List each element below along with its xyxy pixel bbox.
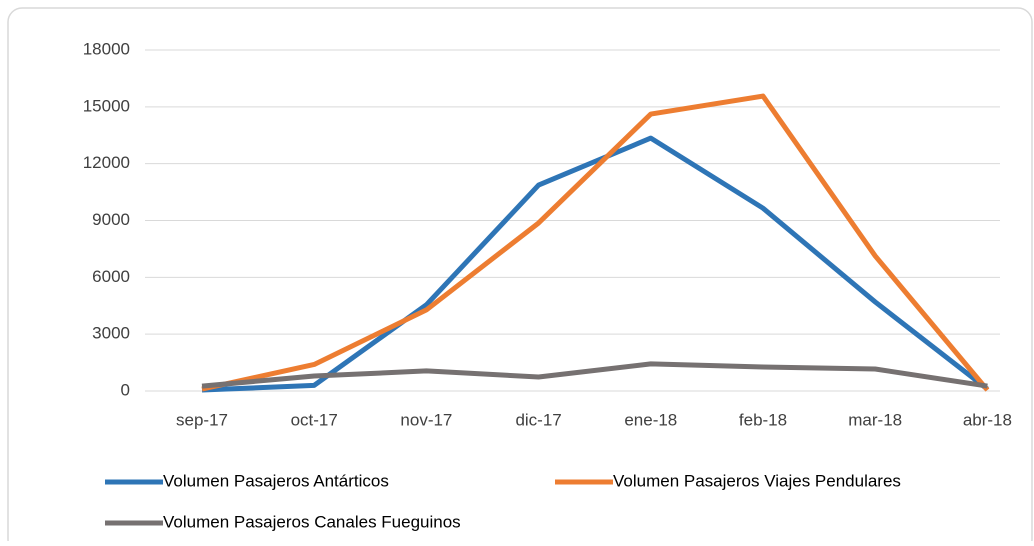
chart-frame: [7, 7, 1033, 546]
y-tick-label: 3000: [92, 324, 130, 343]
legend-label: Volumen Pasajeros Viajes Pendulares: [613, 471, 901, 490]
legend-label: Volumen Pasajeros Antárticos: [163, 471, 389, 490]
y-tick-label: 6000: [92, 267, 130, 286]
x-tick-label: mar-18: [848, 410, 902, 429]
x-tick-label: oct-17: [291, 410, 338, 429]
series-line: [201, 93, 990, 392]
x-tick-label: sep-17: [176, 410, 228, 429]
series-line: [201, 361, 988, 389]
x-tick-label: ene-18: [624, 410, 677, 429]
series-line: [201, 135, 989, 393]
x-tick-label: nov-17: [400, 410, 452, 429]
y-tick-label: 0: [121, 380, 130, 399]
x-tick-label: abr-18: [963, 410, 1012, 429]
y-tick-label: 12000: [83, 153, 130, 172]
x-tick-label: feb-18: [739, 410, 787, 429]
x-tick-label: dic-17: [515, 410, 561, 429]
y-tick-label: 15000: [83, 96, 130, 115]
legend-label: Volumen Pasajeros Canales Fueguinos: [163, 512, 461, 531]
y-tick-label: 18000: [83, 39, 130, 58]
y-tick-label: 9000: [92, 210, 130, 229]
